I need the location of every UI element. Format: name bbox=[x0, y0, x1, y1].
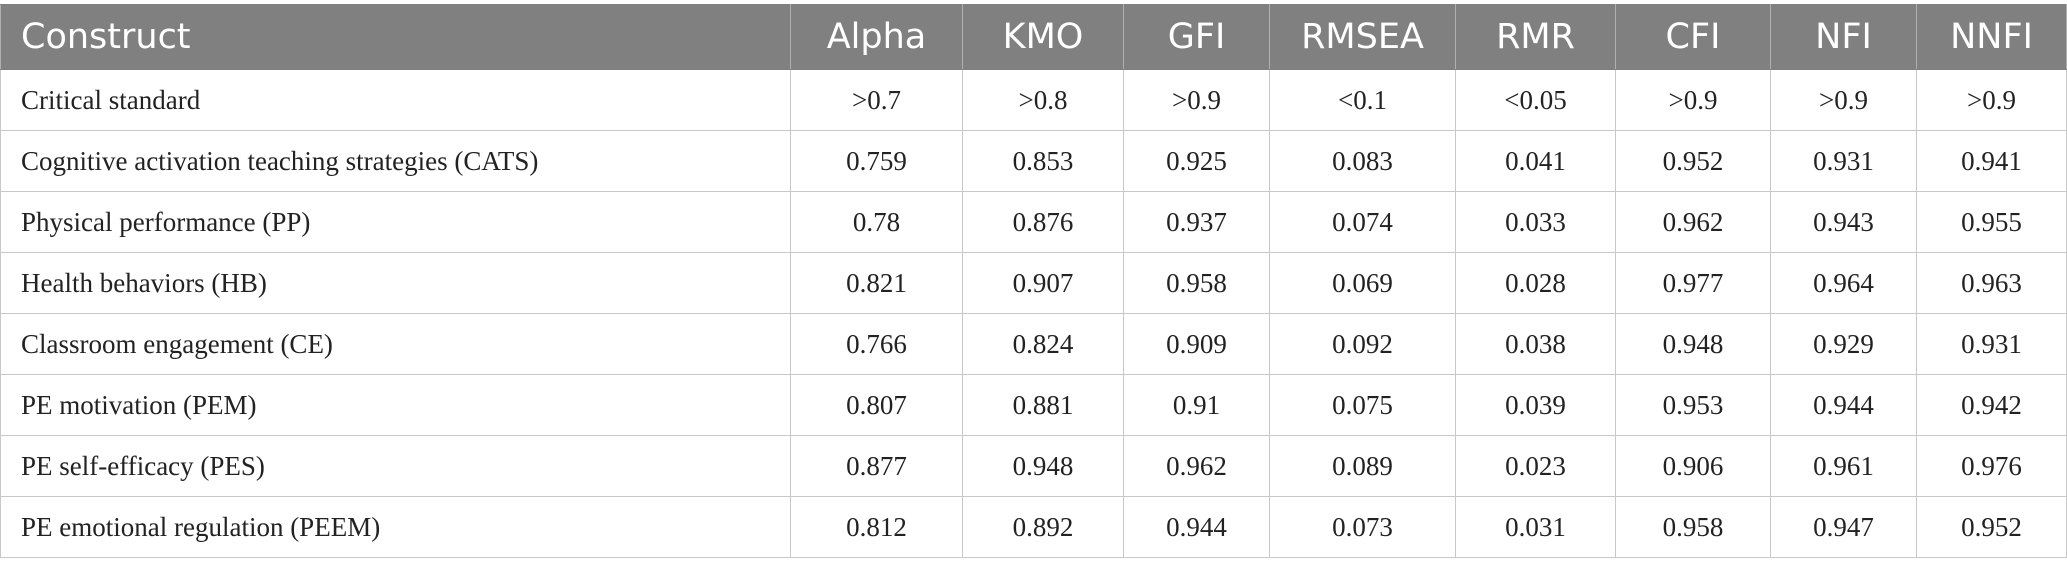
cell-kmo: 0.824 bbox=[962, 313, 1124, 375]
cell-gfi: 0.91 bbox=[1123, 374, 1270, 436]
cell-nnfi: 0.976 bbox=[1916, 435, 2067, 497]
cell-rmr: 0.041 bbox=[1455, 130, 1616, 192]
table-row: Health behaviors (HB) 0.821 0.907 0.958 … bbox=[0, 252, 2067, 314]
cell-gfi: 0.937 bbox=[1123, 191, 1270, 253]
row-label: PE emotional regulation (PEEM) bbox=[0, 496, 791, 558]
row-label: Classroom engagement (CE) bbox=[0, 313, 791, 375]
cell-nfi: 0.961 bbox=[1770, 435, 1917, 497]
fit-indices-table: Construct Alpha KMO GFI RMSEA RMR CFI NF… bbox=[0, 4, 2067, 558]
cell-nnfi: 0.952 bbox=[1916, 496, 2067, 558]
header-gfi: GFI bbox=[1123, 4, 1270, 70]
header-rmr: RMR bbox=[1455, 4, 1616, 70]
table-row: PE motivation (PEM) 0.807 0.881 0.91 0.0… bbox=[0, 374, 2067, 436]
cell-rmr: 0.033 bbox=[1455, 191, 1616, 253]
cell-kmo: 0.907 bbox=[962, 252, 1124, 314]
cell-cfi: 0.962 bbox=[1615, 191, 1771, 253]
cell-gfi: 0.909 bbox=[1123, 313, 1270, 375]
row-label: Health behaviors (HB) bbox=[0, 252, 791, 314]
cell-alpha: 0.807 bbox=[790, 374, 963, 436]
cell-nfi: 0.947 bbox=[1770, 496, 1917, 558]
cell-rmsea: 0.089 bbox=[1269, 435, 1456, 497]
cell-nfi: >0.9 bbox=[1770, 69, 1917, 131]
cell-alpha: 0.821 bbox=[790, 252, 963, 314]
cell-rmsea: 0.069 bbox=[1269, 252, 1456, 314]
table-row: PE emotional regulation (PEEM) 0.812 0.8… bbox=[0, 496, 2067, 558]
cell-kmo: 0.853 bbox=[962, 130, 1124, 192]
cell-rmr: 0.031 bbox=[1455, 496, 1616, 558]
cell-rmr: 0.023 bbox=[1455, 435, 1616, 497]
cell-alpha: 0.812 bbox=[790, 496, 963, 558]
cell-nnfi: >0.9 bbox=[1916, 69, 2067, 131]
cell-rmsea: 0.083 bbox=[1269, 130, 1456, 192]
table-row: PE self-efficacy (PES) 0.877 0.948 0.962… bbox=[0, 435, 2067, 497]
cell-rmsea: 0.075 bbox=[1269, 374, 1456, 436]
cell-rmsea: 0.092 bbox=[1269, 313, 1456, 375]
cell-cfi: 0.952 bbox=[1615, 130, 1771, 192]
row-label: Cognitive activation teaching strategies… bbox=[0, 130, 791, 192]
cell-nnfi: 0.963 bbox=[1916, 252, 2067, 314]
cell-kmo: 0.876 bbox=[962, 191, 1124, 253]
cell-nnfi: 0.931 bbox=[1916, 313, 2067, 375]
cell-gfi: >0.9 bbox=[1123, 69, 1270, 131]
cell-rmr: 0.038 bbox=[1455, 313, 1616, 375]
cell-cfi: 0.977 bbox=[1615, 252, 1771, 314]
cell-rmsea: 0.073 bbox=[1269, 496, 1456, 558]
row-label: Physical performance (PP) bbox=[0, 191, 791, 253]
cell-gfi: 0.925 bbox=[1123, 130, 1270, 192]
cell-gfi: 0.944 bbox=[1123, 496, 1270, 558]
row-label: PE motivation (PEM) bbox=[0, 374, 791, 436]
cell-kmo: 0.892 bbox=[962, 496, 1124, 558]
cell-kmo: >0.8 bbox=[962, 69, 1124, 131]
header-alpha: Alpha bbox=[790, 4, 963, 70]
cell-nfi: 0.931 bbox=[1770, 130, 1917, 192]
cell-nnfi: 0.941 bbox=[1916, 130, 2067, 192]
cell-gfi: 0.962 bbox=[1123, 435, 1270, 497]
cell-alpha: 0.759 bbox=[790, 130, 963, 192]
cell-nnfi: 0.955 bbox=[1916, 191, 2067, 253]
cell-alpha: 0.766 bbox=[790, 313, 963, 375]
header-construct: Construct bbox=[0, 4, 791, 70]
header-cfi: CFI bbox=[1615, 4, 1771, 70]
cell-gfi: 0.958 bbox=[1123, 252, 1270, 314]
row-label: PE self-efficacy (PES) bbox=[0, 435, 791, 497]
cell-rmr: <0.05 bbox=[1455, 69, 1616, 131]
cell-cfi: 0.953 bbox=[1615, 374, 1771, 436]
cell-alpha: 0.78 bbox=[790, 191, 963, 253]
cell-nfi: 0.944 bbox=[1770, 374, 1917, 436]
cell-rmsea: <0.1 bbox=[1269, 69, 1456, 131]
cell-rmsea: 0.074 bbox=[1269, 191, 1456, 253]
cell-nfi: 0.964 bbox=[1770, 252, 1917, 314]
table-row: Cognitive activation teaching strategies… bbox=[0, 130, 2067, 192]
header-kmo: KMO bbox=[962, 4, 1124, 70]
cell-rmr: 0.039 bbox=[1455, 374, 1616, 436]
header-row: Construct Alpha KMO GFI RMSEA RMR CFI NF… bbox=[0, 4, 2067, 70]
cell-cfi: 0.948 bbox=[1615, 313, 1771, 375]
table-row: Critical standard >0.7 >0.8 >0.9 <0.1 <0… bbox=[0, 69, 2067, 131]
row-label: Critical standard bbox=[0, 69, 791, 131]
table-row: Classroom engagement (CE) 0.766 0.824 0.… bbox=[0, 313, 2067, 375]
cell-rmr: 0.028 bbox=[1455, 252, 1616, 314]
header-nfi: NFI bbox=[1770, 4, 1917, 70]
cell-kmo: 0.948 bbox=[962, 435, 1124, 497]
cell-kmo: 0.881 bbox=[962, 374, 1124, 436]
cell-nfi: 0.929 bbox=[1770, 313, 1917, 375]
table-row: Physical performance (PP) 0.78 0.876 0.9… bbox=[0, 191, 2067, 253]
cell-cfi: 0.958 bbox=[1615, 496, 1771, 558]
header-rmsea: RMSEA bbox=[1269, 4, 1456, 70]
cell-cfi: 0.906 bbox=[1615, 435, 1771, 497]
cell-cfi: >0.9 bbox=[1615, 69, 1771, 131]
cell-alpha: >0.7 bbox=[790, 69, 963, 131]
cell-nnfi: 0.942 bbox=[1916, 374, 2067, 436]
cell-alpha: 0.877 bbox=[790, 435, 963, 497]
cell-nfi: 0.943 bbox=[1770, 191, 1917, 253]
fit-indices-table-container: Construct Alpha KMO GFI RMSEA RMR CFI NF… bbox=[0, 4, 2067, 558]
header-nnfi: NNFI bbox=[1916, 4, 2067, 70]
